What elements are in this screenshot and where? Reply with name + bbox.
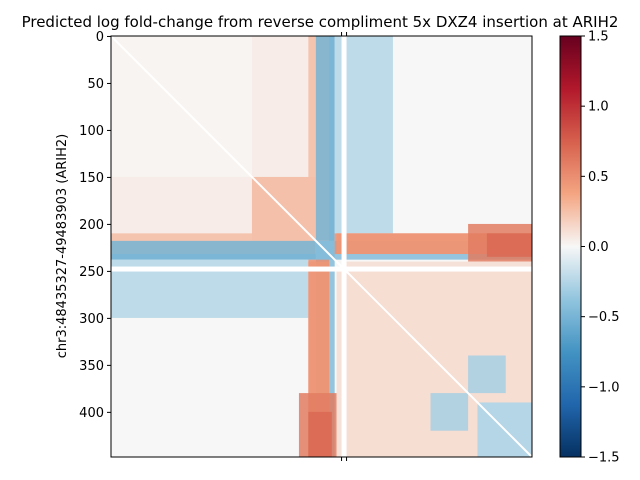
colorbar-tick-label: 0.5 — [588, 170, 609, 185]
colorbar-tick-label: 1.0 — [588, 100, 609, 115]
heatmap-region — [486, 233, 532, 257]
y-tick-label: 150 — [79, 171, 104, 186]
y-tick-label: 0 — [96, 30, 104, 45]
y-tick-label: 250 — [79, 265, 104, 280]
insertion-gap-lines — [111, 36, 532, 457]
heatmap-region — [308, 411, 332, 457]
heatmap-region — [315, 36, 335, 241]
chart-title: Predicted log fold-change from reverse c… — [22, 13, 619, 31]
colorbar-ticks: 1.5 1.0 0.5 0.0 −0.5 −1.0 −1.5 — [581, 30, 620, 466]
diagonal-line — [110, 35, 533, 458]
colorbar-tick-label: 1.5 — [588, 30, 609, 45]
y-tick-label: 200 — [79, 218, 104, 233]
y-tick-label: 400 — [79, 406, 104, 421]
y-tick-label: 100 — [79, 124, 104, 139]
colorbar-tick-label: −0.5 — [588, 310, 620, 325]
y-tick-label: 300 — [79, 312, 104, 327]
colorbar-gradient — [559, 35, 582, 458]
y-tick-label: 350 — [79, 359, 104, 374]
heatmap-region — [111, 36, 309, 177]
heatmap-region — [468, 355, 506, 394]
colorbar: 1.5 1.0 0.5 0.0 −0.5 −1.0 −1.5 — [559, 30, 620, 466]
y-axis-label: chr3:48435327-49483903 (ARIH2) — [55, 134, 70, 359]
insertion-gap-horizontal — [111, 266, 532, 272]
plot-frame — [110, 35, 533, 458]
y-axis: 0 50 100 150 200 250 300 350 400 — [79, 30, 111, 421]
insertion-gap-vertical — [341, 36, 347, 457]
colorbar-tick-label: −1.5 — [588, 451, 620, 466]
colorbar-tick-label: 0.0 — [588, 240, 609, 255]
x-axis — [341, 32, 348, 461]
heatmap-region — [430, 393, 469, 431]
colorbar-tick-label: −1.0 — [588, 380, 620, 395]
heatmap-region — [111, 240, 316, 260]
y-tick-label: 50 — [87, 77, 104, 92]
heatmap-plot — [110, 35, 533, 458]
